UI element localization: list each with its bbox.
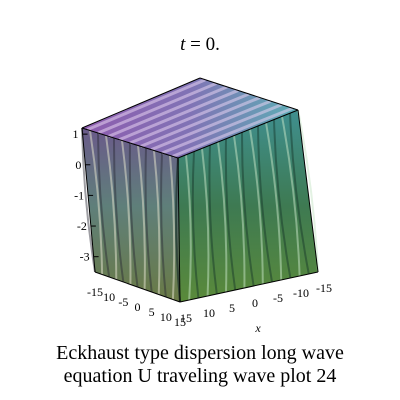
wave-ridge-front [153,150,161,295]
wave-ridge-right [297,109,319,273]
time-variable: t [180,34,186,55]
wave-crest-top [172,106,294,158]
wave-ridge-right [289,113,310,275]
y-tick-label: 10 [103,290,115,304]
y-tick-label: 10 [160,310,172,324]
x-tick-label: 0 [252,296,258,310]
wave-ridge-right [249,129,264,285]
box-edge [94,271,181,303]
x-tick-label: -15 [316,281,332,295]
z-tick-label: -3 [80,250,90,264]
x-tick-label: 15 [180,311,192,325]
x-axis-label: x [254,321,261,335]
z-tick-label: 1 [73,127,79,141]
box-edge [81,127,179,159]
x-tick-label: -5 [273,291,283,305]
z-tick-label: -1 [74,188,84,202]
y-tick-label: -5 [118,295,128,309]
x-tick-label: -10 [293,286,309,300]
wave-crest-top [140,96,261,148]
wave-crest-top [150,99,272,152]
z-tick-label: -2 [77,219,87,233]
wave-ridge-front [89,130,104,275]
wave-ridge-right [224,138,237,291]
wave-ridge-right [240,132,255,287]
wave-ridge-right [201,148,210,297]
z-tick-label: 0 [75,158,81,172]
y-tick-label: -15 [87,285,103,299]
wave-ridge-right [265,122,283,281]
wave-crest-top [97,81,217,135]
box-edge [81,77,201,129]
wave-ridge-front [97,132,111,278]
bounding-box [81,77,319,303]
wave-ridge-front [169,155,176,300]
wave-ridge-front [144,147,153,293]
x-tick-label: 10 [203,306,215,320]
wave-ridge-front [175,157,181,303]
box-edge [177,157,181,303]
wave-crest-top [86,78,207,132]
wave-ridge-front [128,142,139,288]
wave-ridge-right [281,116,301,277]
y-tick-label: 0 [135,300,141,314]
box-edge [81,127,96,273]
box-edge [179,271,319,303]
y-tick-label: 15 [174,315,186,329]
box-edge [199,77,299,111]
surface-layer [81,78,319,303]
wave-ridge-front [81,127,96,273]
wave-crest-top [108,85,228,138]
wave-ridge-right [257,125,273,283]
wave-ridge-front [105,135,118,280]
caption-line-1: Eckhaust type dispersion long wave [56,342,344,364]
figure-caption: Eckhaust type dispersion long wave equat… [0,342,400,388]
surface-face-right [178,110,318,302]
wave-ridge-right [217,141,228,293]
wave-crest-top [161,103,283,155]
wave-crest-top [118,89,239,142]
caption-line-2: equation U traveling wave plot 24 [63,365,337,387]
time-value: 0. [205,34,220,55]
time-equals: = [185,34,206,55]
wave-crest-top [129,92,250,145]
box-edge [177,109,299,159]
wave-ridge-right [208,145,218,295]
chart-title: t = 0. [0,34,400,56]
wave-ridge-right [191,151,200,299]
wave-ridge-right [174,157,181,303]
wave-ridge-front [160,152,167,298]
box-edge [297,109,319,273]
wave-ridge-front [112,137,125,283]
y-tick-label: 5 [149,305,155,319]
wave-ridge-front [121,140,132,285]
wave-ridge-right [185,154,192,301]
x-tick-label: 5 [229,301,235,315]
wave-ridge-right [273,119,292,279]
wave-ridge-right [233,135,246,289]
wave-ridge-front [137,145,146,290]
